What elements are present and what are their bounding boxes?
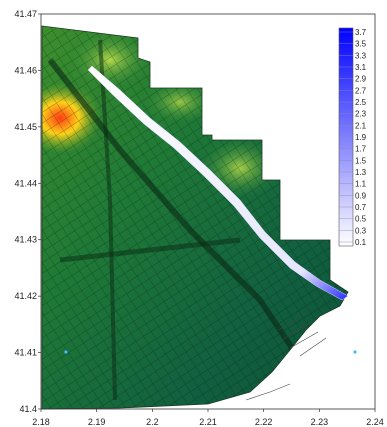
legend-label: 0.9: [355, 191, 367, 200]
x-tick-label: 2.24: [366, 417, 384, 427]
x-tick-label: 2.22: [255, 417, 273, 427]
legend-label: 2.7: [355, 86, 367, 95]
legend-label: 0.5: [355, 215, 367, 224]
y-tick-label: 41.46: [14, 65, 37, 75]
y-tick-label: 41.45: [14, 122, 37, 132]
legend-label: 1.3: [355, 168, 367, 177]
legend-label: 2.3: [355, 110, 367, 119]
legend-label: 3.7: [355, 28, 367, 37]
y-tick-label: 41.42: [14, 291, 37, 301]
y-tick-label: 41.43: [14, 235, 37, 245]
legend-label: 1.7: [355, 145, 367, 154]
legend-label: 3.3: [355, 51, 367, 60]
legend-label: 0.7: [355, 203, 367, 212]
legend-label: 1.5: [355, 156, 367, 165]
x-axis: 2.18 2.19 2.2 2.21 2.22 2.23 2.24: [32, 409, 384, 427]
y-axis: 41.47 41.46 41.45 41.44 41.43 41.42 41.41 41.4: [14, 9, 41, 414]
legend-label: 0.1: [355, 238, 367, 247]
legend-label: 2.9: [355, 75, 367, 84]
color-legend: 3.7 3.5 3.3 3.1 2.9 2.7 2.5 2.3 2.1 1.9 1.7 1.5 1.3 1…: [338, 27, 367, 247]
x-tick-label: 2.19: [88, 417, 106, 427]
legend-label: 2.5: [355, 98, 367, 107]
legend-label: 0.3: [355, 226, 367, 235]
legend-label: 1.1: [355, 180, 367, 189]
x-tick-label: 2.18: [32, 417, 50, 427]
port-details: [64, 317, 357, 401]
legend-label: 2.1: [355, 121, 367, 130]
y-tick-label: 41.41: [14, 348, 37, 358]
y-tick-label: 41.4: [19, 404, 37, 414]
y-tick-label: 41.47: [14, 9, 37, 19]
flood-extent: [87, 65, 349, 301]
y-tick-label: 41.44: [14, 178, 37, 188]
land-outline: [41, 25, 349, 410]
legend-label: 3.5: [355, 40, 367, 49]
x-tick-label: 2.23: [311, 417, 329, 427]
legend-label: 1.9: [355, 133, 367, 142]
x-tick-label: 2.2: [146, 417, 159, 427]
x-tick-label: 2.21: [199, 417, 217, 427]
legend-label: 3.1: [355, 63, 367, 72]
